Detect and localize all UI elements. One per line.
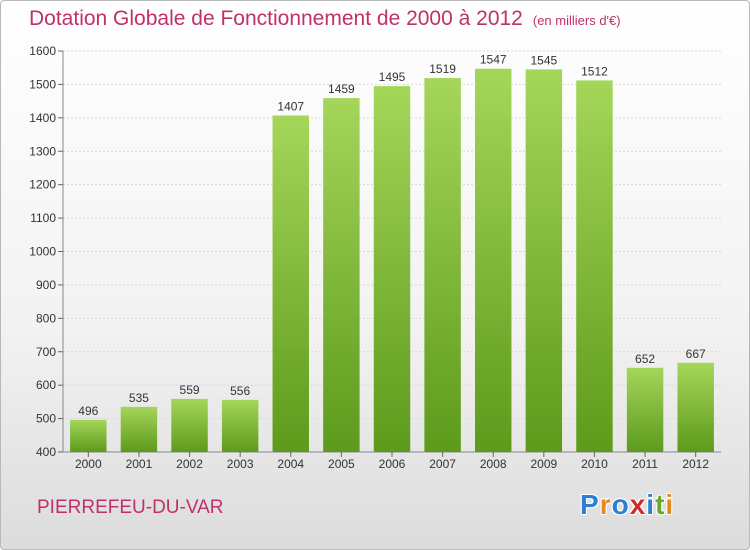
x-tick-label-2002: 2002 [176,457,203,471]
bar-2007 [424,78,461,452]
y-tick-label: 1300 [29,144,56,158]
y-tick-label: 1400 [29,111,56,125]
y-tick-label: 1600 [29,44,56,58]
bar-2009 [525,69,563,453]
value-label-2009: 1545 [530,53,557,67]
y-tick-label: 1100 [30,211,56,225]
value-labels: 496 535 559 556 1407 1459 1495 1519 1547 1545 1512… [78,53,706,418]
proxiti-logo: Proxiti [580,489,674,521]
value-label-2008: 1547 [480,53,507,67]
value-label-2005: 1459 [328,82,355,96]
y-tick-label: 500 [36,412,56,426]
value-label-2002: 559 [180,383,200,397]
logo-letter: i [665,489,675,520]
bar-2005 [323,98,360,453]
bar-2003 [221,399,259,452]
chart-unit: (en milliers d'€) [532,13,621,28]
value-label-2001: 535 [129,391,149,405]
x-tick-label-2000: 2000 [75,457,102,471]
x-axis-ticks: 2000 2001 2002 2003 2004 2005 2006 2007 2008 2009… [75,452,709,471]
bar-2012 [677,362,714,452]
commune-name: PIERREFEU-DU-VAR [37,497,224,518]
x-tick-label-2010: 2010 [581,457,608,471]
logo-letter: x [629,489,647,520]
logo-letter: P [580,489,600,520]
chart-title: Dotation Globale de Fonctionnement de 20… [29,7,523,30]
x-tick-label-2011: 2011 [632,457,658,471]
logo-letter: o [611,489,630,520]
value-label-2010: 1512 [581,64,608,78]
bars [70,68,714,453]
value-label-2003: 556 [230,384,250,398]
chart-title-block: Dotation Globale de Fonctionnement de 20… [29,7,621,31]
value-label-2007: 1519 [429,62,456,76]
bar-2011 [626,367,664,452]
bar-2002 [171,398,208,452]
bar-2010 [576,80,613,452]
x-tick-label-2008: 2008 [480,457,507,471]
value-label-2011: 652 [635,352,655,366]
bar-2008 [475,68,512,453]
y-tick-label: 1500 [29,77,56,91]
x-tick-label-2006: 2006 [379,457,406,471]
y-tick-label: 900 [36,278,56,292]
value-label-2000: 496 [78,404,98,418]
x-tick-label-2005: 2005 [328,457,355,471]
x-tick-label-2004: 2004 [277,457,304,471]
logo-letter: r [599,489,612,520]
value-label-2006: 1495 [379,70,406,84]
value-label-2012: 667 [686,347,706,361]
x-tick-label-2009: 2009 [530,457,557,471]
logo-letter: i [646,489,656,520]
y-tick-label: 700 [36,345,56,359]
y-tick-label: 800 [36,311,56,325]
logo-letter: t [655,489,666,520]
y-axis-ticks: 400 500 600 700 800 900 1000 1100 1200 1300 1400 15… [29,44,63,459]
bar-2006 [373,86,411,453]
bar-2004 [272,115,309,452]
y-tick-label: 1200 [29,178,56,192]
x-tick-label-2012: 2012 [682,457,709,471]
y-tick-label: 400 [36,445,56,459]
bar-2000 [70,419,107,452]
x-tick-label-2007: 2007 [429,457,456,471]
value-label-2004: 1407 [277,99,304,113]
y-tick-label: 600 [36,378,56,392]
y-tick-label: 1000 [29,245,56,259]
x-tick-label-2001: 2001 [126,457,153,471]
x-tick-label-2003: 2003 [227,457,254,471]
bar-2001 [120,406,158,452]
